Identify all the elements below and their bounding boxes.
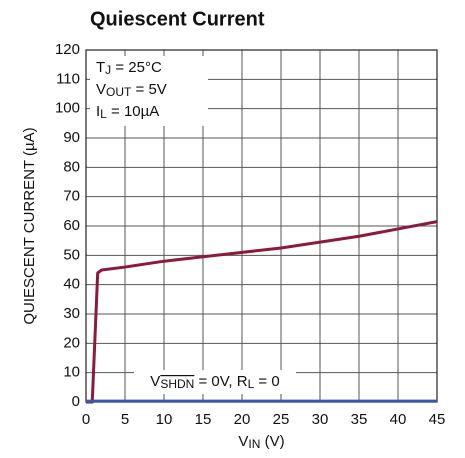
y-tick-label: 30 xyxy=(63,305,80,322)
y-tick-label: 50 xyxy=(63,246,80,263)
y-tick-label: 60 xyxy=(63,217,80,234)
x-tick-label: 30 xyxy=(312,411,329,428)
annotation-background xyxy=(134,370,296,394)
subscript: IN xyxy=(248,437,260,451)
subscript: J xyxy=(105,63,111,77)
chart-title: Quiescent Current xyxy=(90,8,265,30)
annotation: VSHDN = 0V, RL = 0 xyxy=(150,373,279,391)
y-tick-label: 0 xyxy=(72,393,80,410)
subscript: OUT xyxy=(106,85,132,99)
y-tick-label: 40 xyxy=(63,276,80,293)
x-tick-label: 15 xyxy=(195,411,212,428)
data-line xyxy=(86,220,438,404)
y-tick-label: 20 xyxy=(63,334,80,351)
y-tick-label: 90 xyxy=(63,129,80,146)
y-tick-label: 100 xyxy=(55,100,80,117)
text-part: V xyxy=(238,433,248,450)
subscript: SHDN xyxy=(160,377,194,391)
text-part: V xyxy=(96,81,106,98)
text-part: = 10µA xyxy=(107,103,159,120)
annotation-background xyxy=(90,56,208,126)
text-part: I xyxy=(96,103,100,120)
text-part: = 0V, R xyxy=(194,373,247,390)
x-tick-label: 20 xyxy=(234,411,251,428)
y-tick-label: 120 xyxy=(55,41,80,58)
text-part: = 0 xyxy=(254,373,279,390)
y-tick-label: 80 xyxy=(63,158,80,175)
y-tick-label: 10 xyxy=(63,364,80,381)
subscript: L xyxy=(100,107,107,121)
annotation: TJ = 25°C xyxy=(96,59,162,77)
x-tick-label: 5 xyxy=(121,411,129,428)
text-part: V xyxy=(150,373,160,390)
annotation: IL = 10µA xyxy=(96,103,159,121)
text-part: T xyxy=(96,59,105,76)
text-part: (V) xyxy=(260,433,284,450)
text-part: = 25°C xyxy=(111,59,162,76)
x-tick-label: 10 xyxy=(156,411,173,428)
x-tick-label: 45 xyxy=(429,411,446,428)
y-tick-label: 70 xyxy=(63,188,80,205)
y-tick-label: 110 xyxy=(56,70,80,87)
x-tick-label: 35 xyxy=(351,411,368,428)
x-tick-label: 40 xyxy=(390,411,407,428)
text-part: = 5V xyxy=(131,81,166,98)
subscript: L xyxy=(248,377,255,391)
x-axis-label: VIN (V) xyxy=(238,433,284,451)
x-tick-label: 0 xyxy=(82,411,90,428)
x-tick-label: 25 xyxy=(273,411,290,428)
annotation: VOUT = 5V xyxy=(96,81,167,99)
y-axis-label: QUIESCENT CURRENT (µA) xyxy=(21,127,38,324)
